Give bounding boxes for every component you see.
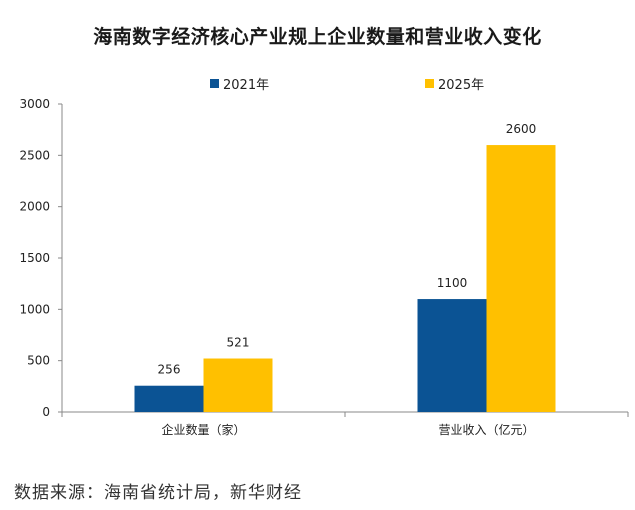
y-tick-label: 500 [27,354,50,368]
x-category-label: 企业数量（家） [161,422,245,437]
legend-label-series-1: 2021年 [223,78,270,93]
y-tick-label: 1500 [19,251,50,265]
y-tick-label: 0 [42,405,50,419]
y-tick-label: 2000 [19,200,50,214]
y-tick-label: 2500 [19,148,50,162]
legend-swatch-series-1 [210,79,219,88]
source-note: 数据来源：海南省统计局，新华财经 [14,483,302,503]
legend-item-series-2: 2025年 [425,74,484,93]
y-tick-label: 3000 [19,97,50,111]
bar-1-2 [417,299,487,412]
chart-legend: 2021年 2025年 [0,74,635,94]
x-category-label: 营业收入（亿元） [438,422,534,437]
data-label: 2600 [506,122,537,136]
legend-swatch-series-2 [425,79,434,88]
data-label: 256 [158,363,181,377]
bar-1-1 [134,385,204,412]
data-label: 521 [227,336,250,350]
bar-2-1 [203,358,273,412]
bar-2-2 [486,145,556,413]
legend-label-series-2: 2025年 [438,78,485,93]
data-label: 1100 [437,276,468,290]
chart-title: 海南数字经济核心产业规上企业数量和营业收入变化 [93,26,542,48]
y-tick-label: 1000 [19,302,50,316]
legend-item-series-1: 2021年 [210,74,269,93]
